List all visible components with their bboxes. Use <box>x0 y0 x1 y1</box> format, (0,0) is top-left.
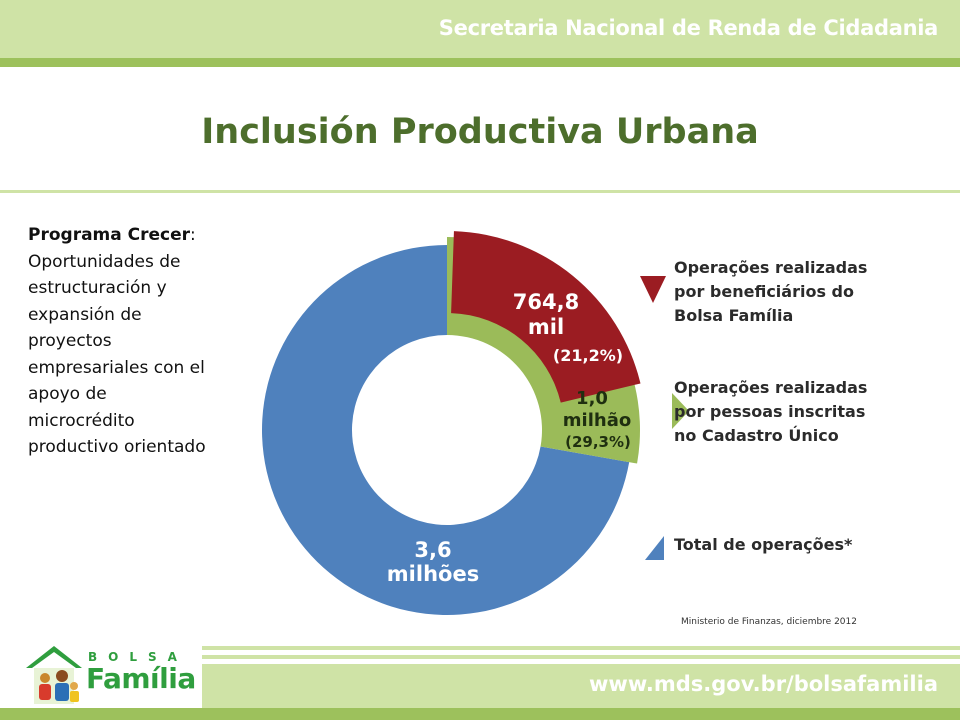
legend-label: Bolsa Família <box>674 306 793 325</box>
legend-label: no Cadastro Único <box>674 426 839 445</box>
legend-label: por beneficiários do <box>674 282 854 301</box>
footer-rule <box>0 708 960 720</box>
program-colon: : <box>190 225 196 245</box>
program-name: Programa Crecer <box>28 225 191 245</box>
legend-marker-icon <box>645 536 664 560</box>
footer-strip <box>0 646 960 650</box>
legend-marker-icon <box>640 276 666 303</box>
legend-label: por pessoas inscritas <box>674 402 865 421</box>
program-description: Programa Crecer: Oportunidades de estruc… <box>28 222 208 461</box>
header-org-title: Secretaria Nacional de Renda de Cidadani… <box>438 16 939 40</box>
legend-marker-icon <box>672 393 689 429</box>
source-note: Ministerio de Finanzas, diciembre 2012 <box>681 617 857 627</box>
page-title: Inclusión Productiva Urbana <box>201 112 759 152</box>
legend-label: Operações realizadas <box>674 378 867 397</box>
slice-label-unit: milhão <box>563 410 631 431</box>
program-text: Oportunidades de estructuración y expans… <box>28 251 206 458</box>
slice-bolsa-familia <box>451 231 641 403</box>
slice-label-unit: milhões <box>387 562 479 586</box>
slice-label-pct: (29,3%) <box>565 433 631 451</box>
slice-label-unit: mil <box>528 315 564 339</box>
logo-bolsa-text: BOLSA <box>88 650 188 664</box>
logo-familia-text: Família <box>86 662 196 695</box>
slice-label-value: 1,0 <box>576 388 608 409</box>
legend-label: Operações realizadas <box>674 258 867 277</box>
slice-label-value: 764,8 <box>513 290 579 314</box>
logo-house-icon <box>26 646 82 704</box>
legend-label: Total de operações* <box>674 535 853 554</box>
footer-strip <box>0 655 960 659</box>
logo: BOLSA Família <box>0 640 202 708</box>
slice-label-pct: (21,2%) <box>553 346 623 365</box>
title-divider <box>0 190 960 193</box>
slice-total-operations <box>262 245 630 616</box>
header-band <box>0 0 960 58</box>
slice-label-value: 3,6 <box>414 538 451 562</box>
header-rule <box>0 58 960 67</box>
footer-url[interactable]: www.mds.gov.br/bolsafamilia <box>589 672 938 696</box>
